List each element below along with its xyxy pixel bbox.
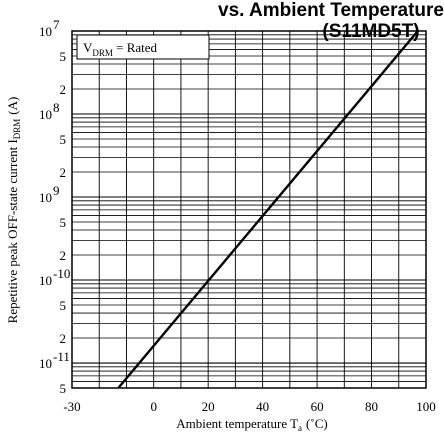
x-tick-label: 80 <box>365 399 378 414</box>
grid-lines <box>72 31 426 388</box>
y-tick-label: 10 <box>39 107 52 122</box>
y-tick-label: 10 <box>39 356 52 371</box>
y-axis-label: Repetitive peak OFF-state current IDRM(A… <box>5 97 22 324</box>
legend-sub: DRM <box>92 48 113 58</box>
plot-frame <box>71 30 427 389</box>
svg-text:VDRM = Rated: VDRM = Rated <box>83 40 158 58</box>
y-tick-exponent: 8 <box>53 100 60 115</box>
y-tick-label: 2 <box>60 165 67 180</box>
x-tick-label: 40 <box>256 399 269 414</box>
y-tick-label: 5 <box>60 132 67 147</box>
y-tick-label: 2 <box>60 331 67 346</box>
x-tick-label: 0 <box>150 399 157 414</box>
y-tick-label: 10 <box>39 273 52 288</box>
y-tick-label: 5 <box>60 381 67 396</box>
y-tick-label: 10 <box>39 190 52 205</box>
y-tick-label: 2 <box>60 82 67 97</box>
x-tick-label: 20 <box>202 399 215 414</box>
y-tick-label: 5 <box>60 49 67 64</box>
y-tick-label: 5 <box>60 215 67 230</box>
x-axis-label: Ambient temperature Ta (˚C) <box>176 416 327 433</box>
y-tick-label: 10 <box>39 24 52 39</box>
legend-rest: = Rated <box>113 40 158 55</box>
y-tick-exponent: -10 <box>53 266 70 281</box>
y-tick-label: 5 <box>60 298 67 313</box>
model-label: (S11MD5T) <box>322 21 419 42</box>
y-tick-exponent: 9 <box>53 183 60 198</box>
y-tick-exponent: -11 <box>53 349 70 364</box>
series-layer <box>117 30 419 389</box>
series-line <box>117 30 419 389</box>
x-tick-label: -30 <box>63 399 80 414</box>
x-tick-label: 60 <box>311 399 324 414</box>
x-tick-label: 100 <box>416 399 436 414</box>
y-tick-exponent: 7 <box>53 17 60 32</box>
y-tick-label: 2 <box>60 248 67 263</box>
legend-box: VDRM = Rated <box>76 34 210 60</box>
legend-v: V <box>83 40 93 55</box>
chart-title: vs. Ambient Temperature <box>218 0 444 21</box>
